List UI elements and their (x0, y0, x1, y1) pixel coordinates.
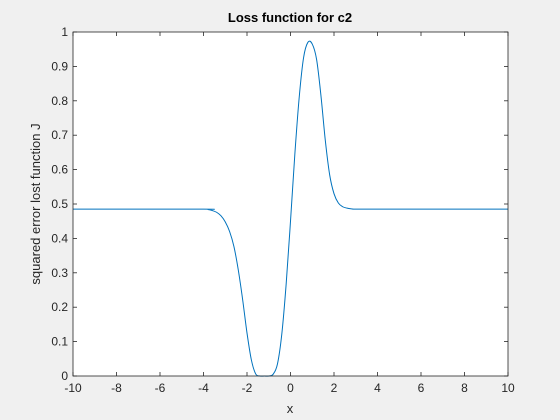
x-tick-label: 6 (418, 381, 425, 395)
ticks-layer: -10 -8 -6 -4 -2 0 2 4 6 8 10 0 0.1 0.2 0.3 0.4 0.5 0.6 0.7… (51, 25, 515, 395)
x-tick-label: -6 (155, 381, 166, 395)
y-tick-label: 0 (61, 369, 68, 383)
y-axis-label: squared error lost function J (28, 123, 43, 284)
x-tick-label: 2 (331, 381, 338, 395)
x-tick-label: 8 (461, 381, 468, 395)
y-tick-label: 1 (61, 25, 68, 39)
x-tick-label: 4 (374, 381, 381, 395)
y-tick-label: 0.2 (51, 300, 68, 314)
y-tick-label: 0.4 (51, 231, 68, 245)
x-tick-label: -2 (242, 381, 253, 395)
y-tick-label: 0.5 (51, 197, 68, 211)
series-layer (72, 40, 508, 377)
y-tick-label: 0.1 (51, 335, 68, 349)
series-line (72, 40, 508, 377)
x-axis-label: x (287, 401, 294, 416)
chart-title: Loss function for c2 (228, 10, 352, 25)
y-tick-label: 0.3 (51, 266, 68, 280)
x-tick-label: -8 (111, 381, 122, 395)
y-tick-label: 0.6 (51, 163, 68, 177)
y-tick-label: 0.8 (51, 94, 68, 108)
x-tick-label: 0 (287, 381, 294, 395)
plot-area (73, 32, 508, 376)
x-tick-label: -10 (64, 381, 82, 395)
y-tick-label: 0.7 (51, 128, 68, 142)
y-tick-label: 0.9 (51, 59, 68, 73)
x-tick-label: 10 (501, 381, 515, 395)
x-tick-label: -4 (198, 381, 209, 395)
